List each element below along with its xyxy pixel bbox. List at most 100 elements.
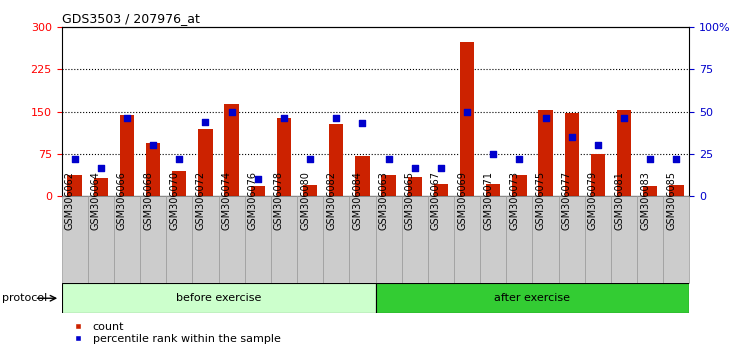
Point (409, 165, 421, 170)
Text: GSM306062: GSM306062 (65, 171, 74, 230)
Point (357, 121, 369, 126)
Text: GSM306081: GSM306081 (614, 171, 624, 230)
Point (304, 156, 316, 162)
Bar (166, 196, 192, 283)
Bar (637, 196, 663, 283)
Bar (251, 186, 265, 196)
Bar (114, 196, 140, 283)
Text: before exercise: before exercise (176, 293, 261, 303)
Bar (355, 156, 369, 196)
Bar (376, 283, 689, 313)
Bar (669, 185, 683, 196)
Bar (538, 110, 553, 196)
Bar (146, 143, 160, 196)
Bar (382, 175, 396, 196)
Text: GSM306079: GSM306079 (588, 171, 598, 230)
Text: after exercise: after exercise (494, 293, 571, 303)
Text: GSM306070: GSM306070 (169, 171, 179, 230)
Text: GSM306082: GSM306082 (326, 171, 336, 230)
Text: GSM306063: GSM306063 (379, 171, 388, 230)
Text: GSM306068: GSM306068 (143, 171, 153, 230)
Point (200, 119, 212, 125)
Bar (172, 171, 186, 196)
Bar (120, 115, 134, 196)
Bar (454, 196, 480, 283)
Bar (303, 185, 317, 196)
Text: GSM306075: GSM306075 (535, 171, 545, 230)
Bar (219, 196, 245, 283)
Point (278, 115, 290, 121)
Point (539, 115, 551, 121)
Point (95, 165, 107, 170)
Point (592, 143, 604, 148)
Point (514, 156, 526, 162)
Text: GSM306071: GSM306071 (483, 171, 493, 230)
Bar (192, 196, 219, 283)
Bar (408, 177, 422, 196)
Text: GSM306073: GSM306073 (509, 171, 520, 230)
Point (435, 165, 447, 170)
Bar (329, 124, 343, 196)
Point (618, 115, 630, 121)
Bar (94, 178, 108, 196)
Bar (225, 104, 239, 196)
Bar (591, 154, 605, 196)
Bar (532, 196, 559, 283)
Text: GSM306065: GSM306065 (405, 171, 415, 230)
Bar (323, 196, 349, 283)
Point (225, 109, 237, 114)
Text: GSM306066: GSM306066 (117, 171, 127, 230)
Bar (663, 196, 689, 283)
Point (68, 156, 80, 162)
Bar (565, 113, 579, 196)
Text: GSM306067: GSM306067 (431, 171, 441, 230)
Bar (402, 196, 428, 283)
Bar (512, 175, 526, 196)
Bar (62, 196, 88, 283)
Point (173, 156, 185, 162)
Bar (611, 196, 637, 283)
Bar (559, 196, 585, 283)
Text: GSM306069: GSM306069 (457, 171, 467, 230)
Point (461, 109, 473, 114)
Bar (617, 110, 631, 196)
Text: GSM306074: GSM306074 (222, 171, 231, 230)
Point (382, 156, 394, 162)
Text: GSM306080: GSM306080 (300, 171, 310, 230)
Text: GSM306083: GSM306083 (640, 171, 650, 230)
Text: GSM306076: GSM306076 (248, 171, 258, 230)
Bar (68, 175, 82, 196)
Bar (506, 196, 532, 283)
Text: GSM306085: GSM306085 (666, 171, 677, 230)
Bar (376, 196, 402, 283)
Text: protocol: protocol (2, 293, 47, 303)
Bar (271, 196, 297, 283)
Point (252, 177, 264, 182)
Point (644, 156, 656, 162)
Bar (486, 184, 500, 196)
Bar (62, 283, 376, 313)
Bar (460, 42, 474, 196)
Bar (140, 196, 166, 283)
Text: GSM306077: GSM306077 (562, 171, 572, 230)
Point (566, 134, 578, 140)
Bar (585, 196, 611, 283)
Bar (297, 196, 323, 283)
Bar (88, 196, 114, 283)
Text: GSM306084: GSM306084 (352, 171, 363, 230)
Bar (277, 118, 291, 196)
Bar (480, 196, 506, 283)
Point (330, 115, 342, 121)
Bar (428, 196, 454, 283)
Point (147, 143, 159, 148)
Bar (434, 184, 448, 196)
Point (121, 115, 133, 121)
Point (487, 151, 499, 157)
Bar (349, 196, 376, 283)
Text: GDS3503 / 207976_at: GDS3503 / 207976_at (62, 12, 200, 25)
Bar (198, 129, 213, 196)
Legend: count, percentile rank within the sample: count, percentile rank within the sample (67, 322, 281, 344)
Bar (643, 186, 657, 196)
Point (671, 156, 683, 162)
Text: GSM306078: GSM306078 (274, 171, 284, 230)
